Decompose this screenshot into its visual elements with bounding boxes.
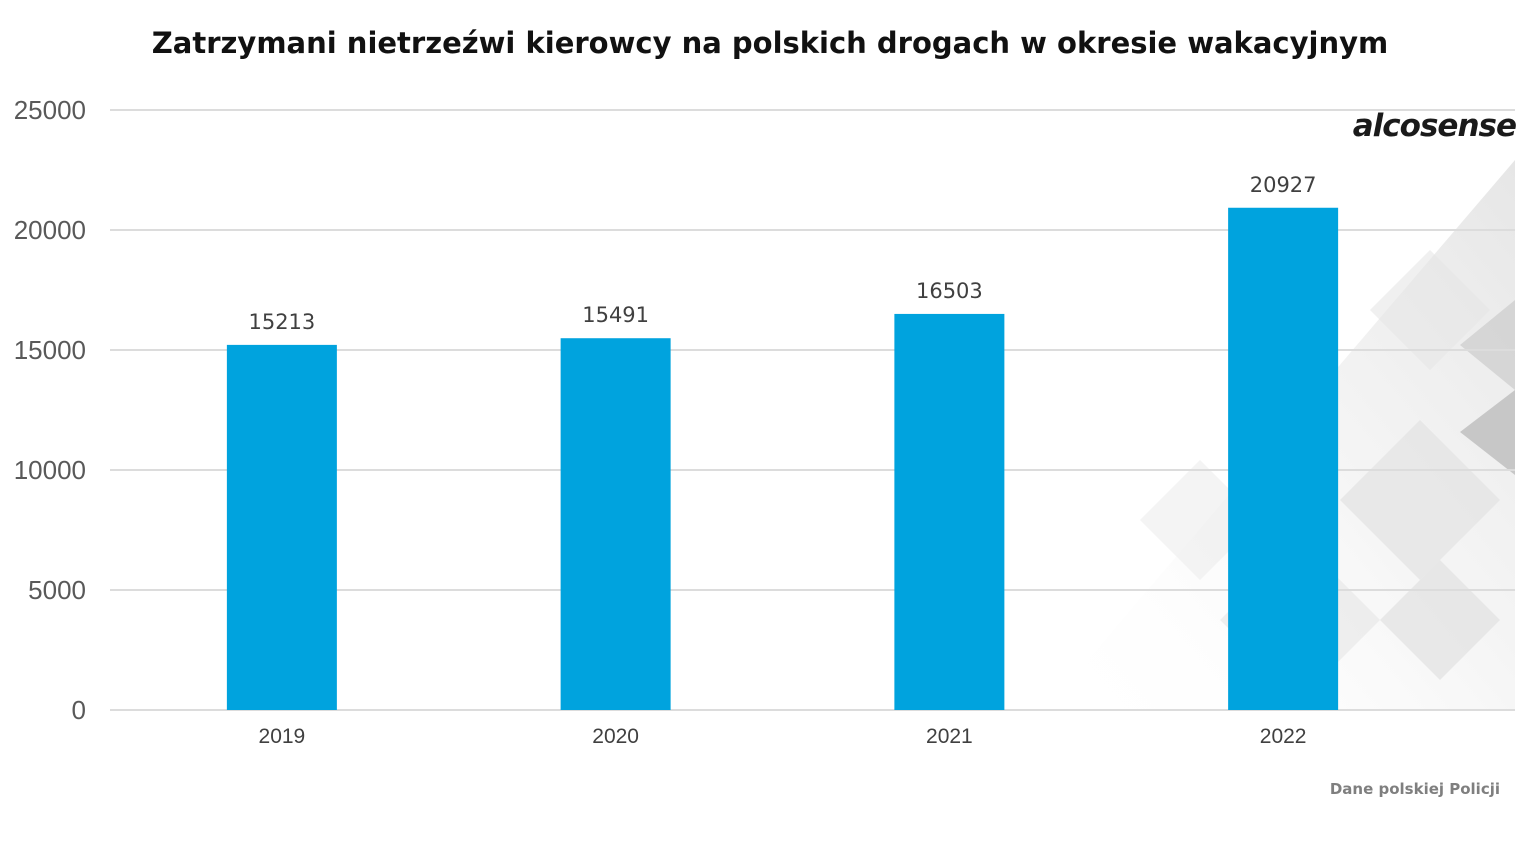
x-tick-label: 2020 (592, 725, 639, 748)
y-tick-label: 20000 (14, 215, 86, 245)
data-label: 15491 (582, 303, 649, 327)
data-label: 20927 (1250, 173, 1317, 197)
bar-2019 (226, 344, 337, 710)
bar-2021 (894, 313, 1005, 710)
chart-title: Zatrzymani nietrzeźwi kierowcy na polski… (151, 26, 1389, 60)
x-tick-label: 2022 (1260, 725, 1307, 748)
x-tick-label: 2021 (926, 725, 973, 748)
y-tick-label: 15000 (14, 335, 86, 365)
bar-2022 (1228, 207, 1339, 710)
x-tick-label: 2019 (259, 725, 306, 748)
y-tick-label: 25000 (14, 95, 86, 125)
source-note: Dane polskiej Policji (1329, 780, 1500, 798)
bar-2020 (560, 338, 671, 710)
y-tick-label: 5000 (28, 575, 86, 605)
y-tick-label: 0 (72, 695, 86, 725)
alcosense-logo: alcosense (1352, 108, 1517, 144)
data-label: 16503 (916, 279, 983, 303)
y-tick-label: 10000 (14, 455, 86, 485)
data-label: 15213 (248, 310, 315, 334)
